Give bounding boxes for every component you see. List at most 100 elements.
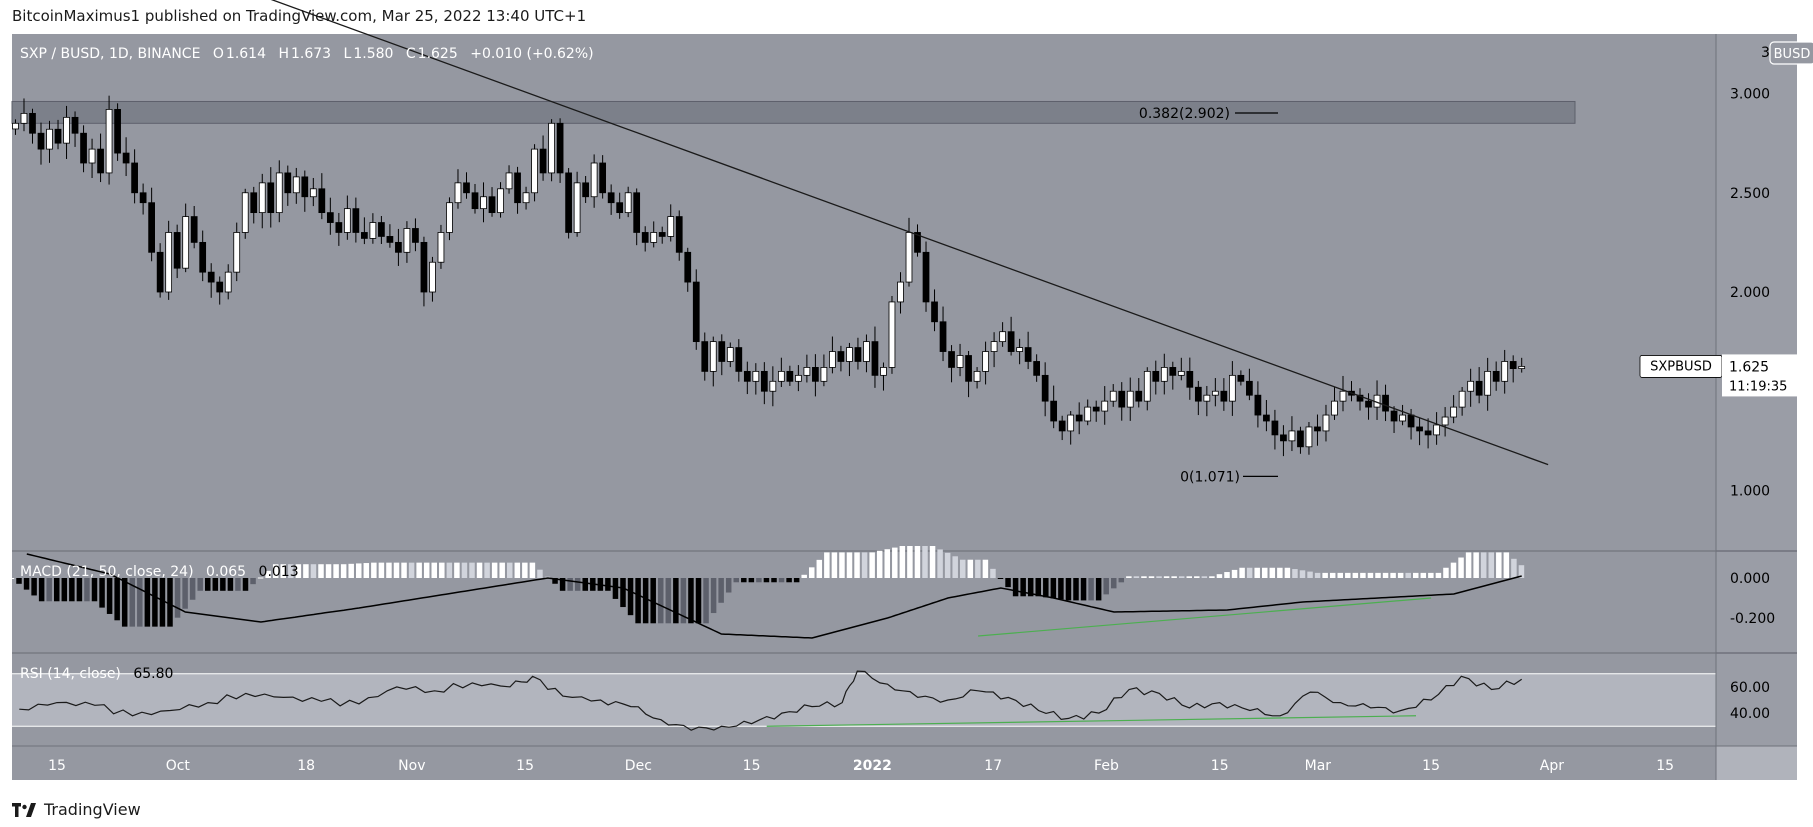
candle[interactable] — [258, 182, 266, 214]
candle[interactable] — [539, 148, 547, 174]
candle[interactable] — [1518, 366, 1526, 370]
candle[interactable] — [378, 222, 385, 237]
candle[interactable] — [1331, 400, 1338, 416]
candle[interactable] — [1067, 414, 1075, 432]
candle[interactable] — [1424, 430, 1432, 436]
candle[interactable] — [795, 374, 802, 382]
candle[interactable] — [1441, 416, 1449, 426]
candle[interactable] — [190, 216, 198, 243]
candle[interactable] — [335, 222, 343, 233]
candle[interactable] — [786, 370, 794, 382]
candle[interactable] — [182, 216, 190, 269]
rsi-divergence-line[interactable] — [766, 715, 1417, 727]
candle[interactable] — [658, 232, 666, 237]
candle[interactable] — [1501, 361, 1509, 382]
candle[interactable] — [880, 367, 887, 376]
candle[interactable] — [863, 341, 870, 362]
candle[interactable] — [1237, 374, 1245, 382]
candle[interactable] — [1229, 374, 1236, 402]
candle[interactable] — [616, 202, 624, 214]
candle[interactable] — [1246, 380, 1253, 396]
candle[interactable] — [684, 251, 692, 283]
candle[interactable] — [922, 251, 930, 303]
candle[interactable] — [556, 122, 564, 174]
candle[interactable] — [769, 380, 777, 392]
currency-badge[interactable] — [1769, 41, 1813, 65]
candle[interactable] — [292, 176, 300, 194]
candle[interactable] — [12, 122, 19, 130]
candle[interactable] — [760, 370, 768, 392]
macd-divergence-line[interactable] — [978, 597, 1432, 637]
candle[interactable] — [97, 148, 104, 174]
candle[interactable] — [982, 351, 989, 372]
candle[interactable] — [1152, 370, 1160, 382]
candle[interactable] — [1433, 424, 1440, 436]
candle[interactable] — [999, 331, 1006, 343]
candle[interactable] — [633, 192, 641, 233]
candle[interactable] — [156, 251, 164, 293]
candle[interactable] — [531, 148, 538, 194]
candle[interactable] — [1509, 361, 1517, 370]
candle[interactable] — [1254, 394, 1262, 416]
candle[interactable] — [1271, 420, 1279, 436]
candle[interactable] — [1475, 380, 1483, 396]
candle[interactable] — [1203, 394, 1211, 402]
candle[interactable] — [846, 347, 853, 362]
candle[interactable] — [63, 116, 70, 144]
candle[interactable] — [939, 321, 947, 352]
candle[interactable] — [854, 347, 862, 362]
candle[interactable] — [1194, 386, 1202, 402]
candle[interactable] — [1007, 331, 1015, 352]
candle[interactable] — [173, 232, 181, 269]
candle[interactable] — [718, 341, 726, 362]
candle[interactable] — [207, 271, 215, 283]
candle[interactable] — [71, 116, 79, 134]
candle[interactable] — [1450, 406, 1457, 418]
candle[interactable] — [914, 232, 921, 253]
candle[interactable] — [1033, 361, 1041, 376]
candle[interactable] — [301, 176, 309, 198]
candle[interactable] — [1169, 367, 1177, 376]
candle[interactable] — [275, 172, 283, 214]
candle[interactable] — [1314, 426, 1321, 432]
candle[interactable] — [446, 202, 453, 233]
candle[interactable] — [905, 232, 913, 283]
candle[interactable] — [607, 192, 615, 204]
candle[interactable] — [105, 109, 113, 174]
candle[interactable] — [233, 232, 241, 273]
candle[interactable] — [1382, 394, 1389, 412]
candle[interactable] — [1399, 414, 1406, 422]
candle[interactable] — [429, 261, 436, 293]
candle[interactable] — [1084, 406, 1092, 422]
candle[interactable] — [284, 172, 292, 194]
candle[interactable] — [990, 341, 998, 352]
candle[interactable] — [395, 241, 402, 253]
candle[interactable] — [37, 132, 45, 150]
candle[interactable] — [956, 355, 964, 368]
candle[interactable] — [80, 132, 87, 164]
candle[interactable] — [1160, 367, 1168, 382]
candle[interactable] — [1297, 430, 1304, 448]
candle[interactable] — [948, 351, 955, 368]
candle[interactable] — [1109, 390, 1117, 402]
candle[interactable] — [1041, 374, 1049, 402]
candle[interactable] — [1135, 390, 1143, 402]
candle[interactable] — [139, 192, 147, 204]
candle[interactable] — [420, 241, 428, 293]
candle[interactable] — [1211, 390, 1219, 396]
candle[interactable] — [777, 370, 785, 382]
candle[interactable] — [522, 192, 530, 204]
candle[interactable] — [599, 162, 607, 194]
candle[interactable] — [1280, 434, 1287, 442]
candle[interactable] — [1390, 410, 1398, 422]
candle[interactable] — [326, 212, 334, 223]
candle[interactable] — [548, 122, 555, 174]
candle[interactable] — [29, 112, 36, 134]
candle[interactable] — [743, 370, 751, 382]
candle[interactable] — [701, 341, 709, 372]
candle[interactable] — [590, 162, 598, 198]
candle[interactable] — [199, 241, 207, 273]
candle[interactable] — [480, 196, 487, 210]
candle[interactable] — [641, 232, 649, 243]
